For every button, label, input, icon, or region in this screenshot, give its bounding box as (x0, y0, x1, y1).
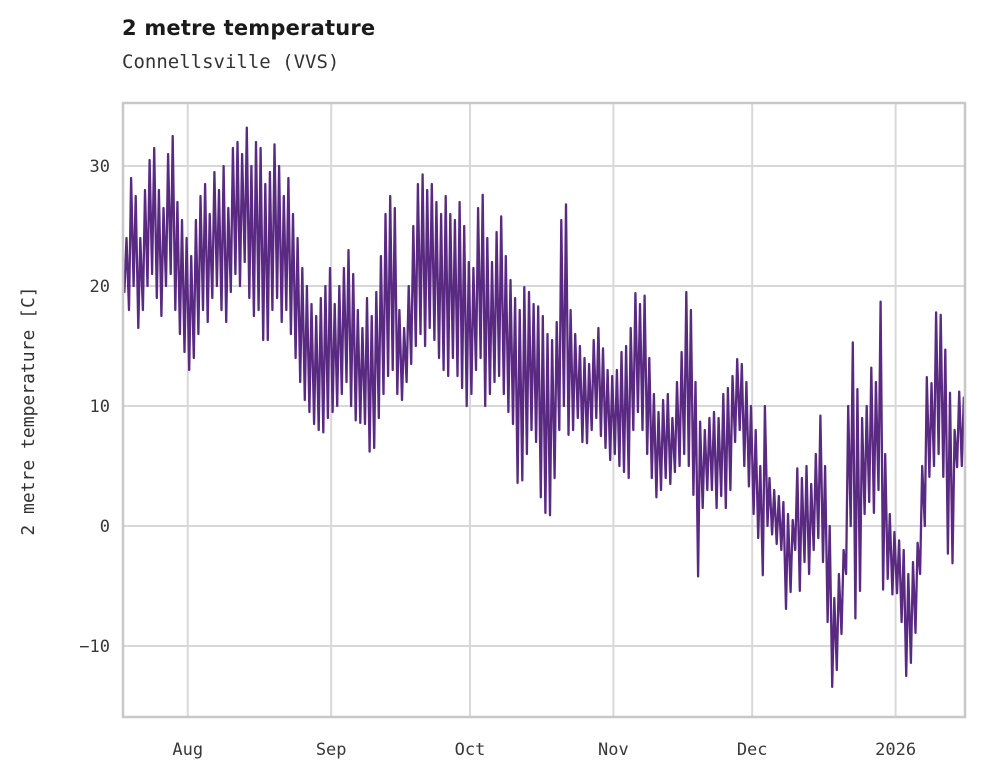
x-tick-label: Oct (455, 740, 486, 760)
x-tick-label: Dec (737, 740, 768, 760)
y-tick-label: 20 (90, 277, 110, 297)
temperature-line (123, 126, 965, 688)
y-tick-label: 0 (100, 517, 110, 537)
plot-border (121, 101, 967, 719)
x-tick-label: Sep (316, 740, 347, 760)
x-tick-label: 2026 (875, 740, 916, 760)
y-tick-label: 10 (90, 397, 110, 417)
y-tick-label: 30 (90, 157, 110, 177)
x-tick-label: Nov (598, 740, 629, 760)
x-tick-label: Aug (172, 740, 203, 760)
y-axis-label: 2 metre temperature [C] (18, 286, 39, 536)
y-tick-label: −10 (79, 637, 110, 657)
chart-subtitle: Connellsville (VVS) (122, 51, 340, 73)
chart-title: 2 metre temperature (122, 16, 376, 40)
